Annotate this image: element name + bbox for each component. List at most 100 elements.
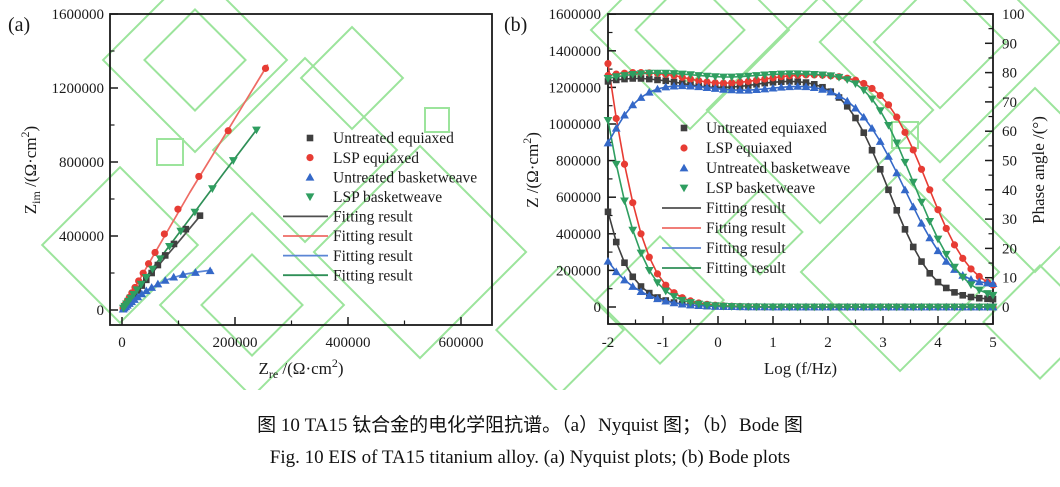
legend-label: Fitting result <box>706 260 786 277</box>
legend-label: Untreated basketweave <box>706 160 850 177</box>
y-right-tick-label: 30 <box>1002 212 1017 228</box>
watermark-shape <box>634 0 746 86</box>
chart-b-legend-item-4: Fitting result <box>662 200 786 217</box>
chart-a-legend-item-5: Fitting result <box>283 228 413 245</box>
watermark-shape <box>299 25 405 131</box>
chart-b-series-lsp-basketweave-phase <box>603 69 998 300</box>
chart-a-legend-item-4: Fitting result <box>283 209 413 226</box>
x-tick-label: 0 <box>714 335 722 351</box>
watermark-shape <box>818 0 1060 164</box>
watermark-shape <box>200 253 304 357</box>
panel-label-b: (b) <box>504 14 527 36</box>
watermark-shape <box>424 107 450 133</box>
chart-b-legend-item-1: LSP equiaxed <box>680 140 792 157</box>
x-tick-label: 600000 <box>438 335 483 351</box>
x-tick-label: 400000 <box>325 335 370 351</box>
chart-b-legend-item-3: LSP basketweave <box>679 180 815 197</box>
chart-a-x-axis-title: Zre /(Ω·cm2) <box>258 356 343 381</box>
legend-label: LSP equiaxed <box>706 140 792 157</box>
caption-chinese: 图 10 TA15 钛合金的电化学阻抗谱。（a）Nyquist 图；（b）Bod… <box>257 415 803 436</box>
x-tick-label: 4 <box>934 335 942 351</box>
watermark-shape <box>982 264 1060 380</box>
watermark-shape <box>494 264 626 390</box>
watermark-shape <box>312 144 528 360</box>
x-tick-label: 1 <box>769 335 777 351</box>
chart-a-series-lsp-basketweave <box>119 126 261 313</box>
chart-b: -2 -1 0 1 2 3 4 5020000040000060000080000010000… <box>504 7 1048 378</box>
chart-b-legend-item-5: Fitting result <box>662 220 786 237</box>
watermark-shape <box>156 138 184 166</box>
y-right-tick-label: 40 <box>1002 183 1017 199</box>
y-left-tick-label: 800000 <box>556 154 601 170</box>
chart-b-series-lsp-basketweave-z <box>603 116 998 312</box>
caption-english: Fig. 10 EIS of TA15 titanium alloy. (a) … <box>269 447 791 468</box>
x-tick-label: 3 <box>879 335 887 351</box>
watermark-shape <box>872 0 1008 110</box>
x-tick-label: 200000 <box>212 335 257 351</box>
y-left-tick-label: 1200000 <box>549 80 602 96</box>
legend-label: Fitting result <box>706 220 786 237</box>
legend-label: Untreated basketweave <box>333 169 477 186</box>
y-right-tick-label: 0 <box>1002 300 1010 316</box>
y-left-tick-label: 600000 <box>556 190 601 206</box>
legend-label: Fitting result <box>333 248 413 265</box>
chart-b-y-right-axis-title: Phase angle /(°) <box>1029 116 1048 224</box>
y-right-tick-label: 70 <box>1002 95 1017 111</box>
watermark-shape <box>589 0 791 131</box>
chart-a-legend-item-3: LSP basketweave <box>305 189 442 206</box>
y-left-tick-label: 200000 <box>556 263 601 279</box>
panel-label-a: (a) <box>8 14 30 36</box>
legend-label: LSP basketweave <box>706 180 815 197</box>
y-tick-label: 400000 <box>59 229 104 245</box>
legend-label: Fitting result <box>333 267 413 284</box>
legend-label: LSP basketweave <box>333 189 442 206</box>
legend-label: LSP equiaxed <box>333 150 419 167</box>
chart-b-legend: Untreated equiaxed LSP equiaxed Untreated … <box>662 120 850 277</box>
legend-label: Fitting result <box>706 200 786 217</box>
chart-a-legend-item-6: Fitting result <box>283 248 413 265</box>
chart-b-legend-item-6: Fitting result <box>662 240 786 257</box>
x-tick-label: -1 <box>657 335 670 351</box>
chart-a-y-axis-title: Zim /(Ω·cm2) <box>18 126 43 214</box>
y-tick-label: 1600000 <box>52 7 105 23</box>
chart-a: 0 200000 400000 600000 0 400000 800000 1200000 1… <box>8 7 493 381</box>
y-right-tick-label: 50 <box>1002 154 1017 170</box>
legend-label: Untreated equiaxed <box>706 120 827 137</box>
chart-a-legend-item-2: Untreated basketweave <box>305 169 477 186</box>
y-right-tick-label: 20 <box>1002 241 1017 257</box>
watermark-shape <box>158 211 346 390</box>
chart-b-series-untreated-basketweave-phase <box>603 81 998 287</box>
y-right-tick-label: 90 <box>1002 36 1017 52</box>
chart-a-legend: Untreated equiaxed LSP equiaxed Untreated … <box>283 130 477 284</box>
chart-a-legend-item-1: LSP equiaxed <box>306 150 419 167</box>
x-tick-label: -2 <box>602 335 615 351</box>
y-left-tick-label: 1600000 <box>549 7 602 23</box>
y-right-tick-label: 100 <box>1002 7 1025 23</box>
watermark-shape <box>143 8 247 112</box>
chart-b-y-left-axis-title: Z /(Ω·cm2) <box>520 132 542 208</box>
y-left-tick-label: 1000000 <box>549 117 602 133</box>
chart-b-x-axis-title: Log (f/Hz) <box>764 359 837 378</box>
watermark-shape <box>716 188 804 276</box>
eis-charts-svg: 0 200000 400000 600000040000080000012000001… <box>8 0 1060 390</box>
y-right-tick-label: 10 <box>1002 271 1017 287</box>
y-right-tick-label: 80 <box>1002 66 1017 82</box>
watermark-shape <box>799 171 1001 373</box>
chart-a-legend-item-0: Untreated equiaxed <box>306 130 454 147</box>
chart-b-legend-item-0: Untreated equiaxed <box>680 120 827 137</box>
watermark-shape <box>941 86 1060 274</box>
watermark-shape <box>891 121 919 149</box>
chart-a-legend-item-7: Fitting result <box>283 267 413 284</box>
chart-b-legend-item-2: Untreated basketweave <box>679 160 850 177</box>
y-tick-label: 1200000 <box>52 81 105 97</box>
y-left-tick-label: 0 <box>594 300 602 316</box>
legend-label: Untreated equiaxed <box>333 130 454 147</box>
y-left-tick-label: 1400000 <box>549 44 602 60</box>
y-tick-label: 800000 <box>59 155 104 171</box>
x-tick-label: 2 <box>824 335 832 351</box>
chart-b-legend-item-7: Fitting result <box>662 260 786 277</box>
legend-label: Fitting result <box>706 240 786 257</box>
chart-b-series-untreated-equiaxed-z <box>604 208 997 311</box>
chart-a-frame <box>109 13 493 326</box>
y-left-tick-label: 400000 <box>556 227 601 243</box>
